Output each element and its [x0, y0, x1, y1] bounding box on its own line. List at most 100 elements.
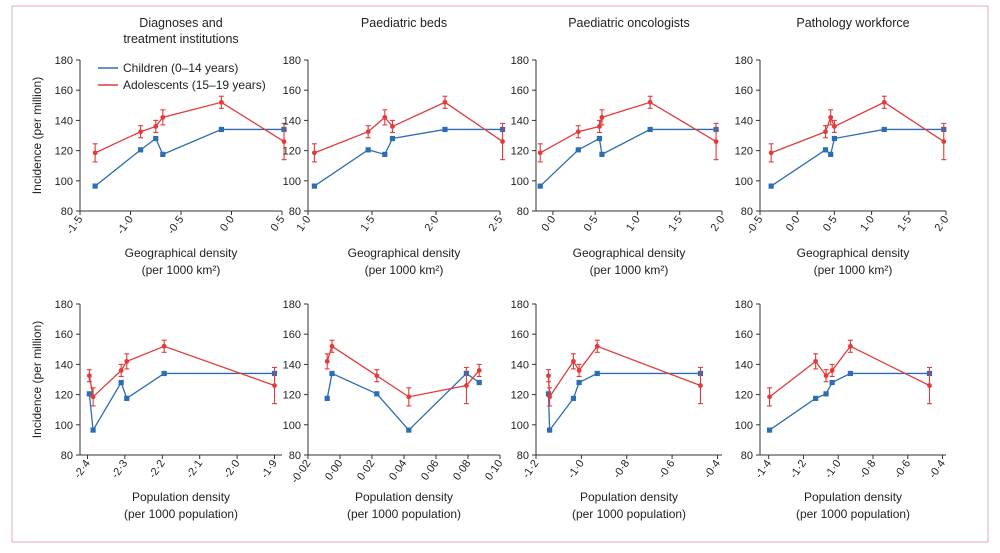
data-point [390, 124, 395, 129]
data-point [406, 427, 412, 433]
chart-panel-8: 80 100 120 140 160 180 -1·4 -1·2 -1·0 -0·8 -0·6 -0·… [735, 299, 948, 521]
x-tick-label: 0·06 [419, 458, 441, 483]
series-line [314, 128, 503, 187]
series-line [539, 128, 717, 187]
y-tick-label: 120 [511, 390, 529, 402]
y-tick-label: 80 [517, 450, 529, 462]
data-point [365, 129, 371, 135]
y-tick-label: 80 [517, 206, 529, 218]
y-tick-label: 160 [735, 329, 753, 341]
x-axis-label: (per 1000 population) [124, 507, 238, 521]
x-tick-label: -2·4 [72, 458, 93, 481]
data-point [311, 183, 317, 189]
y-tick-label: 120 [283, 146, 301, 158]
y-tick-label: 140 [735, 359, 753, 371]
series-line [769, 372, 930, 431]
y-tick-label: 100 [735, 420, 753, 432]
data-point [464, 383, 469, 388]
series-line [94, 128, 285, 187]
chart-panel-3: 80 100 120 140 160 180 0·0 0·5 1·0 1·5 2·0 Paediatr… [511, 16, 728, 277]
data-point [766, 427, 773, 433]
y-tick-label: 180 [511, 55, 529, 67]
x-tick-label: 0·5 [269, 214, 288, 234]
series-children [92, 126, 287, 189]
y-tick-label: 180 [283, 55, 301, 67]
data-point [329, 370, 335, 377]
series-adolescents [537, 95, 719, 163]
data-point [365, 147, 371, 153]
y-tick-label: 80 [61, 206, 73, 218]
data-point [647, 126, 653, 133]
x-tick-label: 0·5 [821, 214, 840, 234]
data-point [927, 383, 932, 388]
y-tick-label: 140 [55, 115, 73, 127]
x-tick-label: 0·08 [451, 458, 473, 483]
data-point [767, 394, 772, 400]
y-axis-label: Incidence (per million) [30, 77, 44, 194]
y-tick-label: 140 [283, 115, 301, 127]
data-point [218, 126, 224, 133]
panel-title: treatment institutions [123, 32, 238, 46]
y-tick-label: 180 [55, 55, 73, 67]
x-tick-label: 2·0 [423, 214, 442, 234]
x-tick-label: -0·5 [165, 214, 186, 237]
data-point [382, 151, 388, 157]
data-point [138, 147, 144, 153]
data-point [813, 358, 819, 364]
data-point [153, 135, 159, 142]
series-line [326, 345, 480, 398]
x-tick-label: -2·0 [222, 458, 243, 481]
data-point [599, 114, 605, 120]
y-tick-label: 120 [55, 146, 73, 158]
y-tick-label: 100 [55, 176, 73, 188]
series-children [86, 370, 278, 433]
series-adolescents [92, 95, 287, 163]
x-tick-label: 0·00 [323, 458, 345, 483]
data-point [823, 373, 829, 379]
series-line [314, 101, 503, 154]
x-axis-label: Geographical density [125, 246, 238, 260]
x-tick-label: 0·04 [387, 458, 409, 483]
series-line [88, 345, 275, 399]
x-tick-label: -1·9 [259, 458, 280, 481]
x-tick-label: 1·0 [624, 214, 643, 234]
data-point [138, 129, 144, 135]
data-point [698, 383, 703, 388]
data-point [281, 139, 287, 144]
chart-panel-6: 80 100 120 140 160 180 -0·02 0·00 0·02 0·04 0·06 0·… [283, 299, 506, 521]
data-point [86, 391, 92, 397]
y-tick-label: 80 [61, 450, 73, 462]
x-tick-label: 1·5 [666, 214, 685, 234]
data-point [547, 394, 553, 400]
x-tick-label: -1·0 [823, 458, 844, 481]
x-axis-label: Population density [132, 490, 230, 504]
series-children [537, 126, 719, 189]
data-point [92, 183, 98, 189]
y-tick-label: 180 [283, 299, 301, 311]
data-point [406, 394, 412, 400]
x-tick-label: 2·0 [933, 214, 952, 234]
data-point [90, 427, 96, 433]
y-tick-label: 120 [511, 146, 529, 158]
data-point [594, 343, 600, 349]
data-point [546, 373, 551, 379]
data-point [881, 99, 887, 105]
data-point [160, 151, 166, 157]
data-point [847, 343, 853, 349]
data-point [118, 368, 124, 373]
data-point [537, 183, 543, 189]
data-point [829, 379, 835, 386]
data-point [575, 129, 581, 135]
x-tick-label: 0·02 [355, 458, 377, 483]
data-point [599, 151, 605, 157]
x-tick-label: -0·8 [857, 458, 878, 481]
x-tick-label: -0·6 [892, 458, 913, 481]
chart-panel-5: 80 100 120 140 160 180 -2·4 -2·3 -2·2 -2·1 -2·0 -1·… [30, 299, 282, 521]
y-tick-label: 180 [55, 299, 73, 311]
y-tick-label: 80 [289, 206, 301, 218]
data-point [161, 343, 167, 349]
data-point [124, 358, 130, 364]
y-tick-label: 80 [741, 206, 753, 218]
